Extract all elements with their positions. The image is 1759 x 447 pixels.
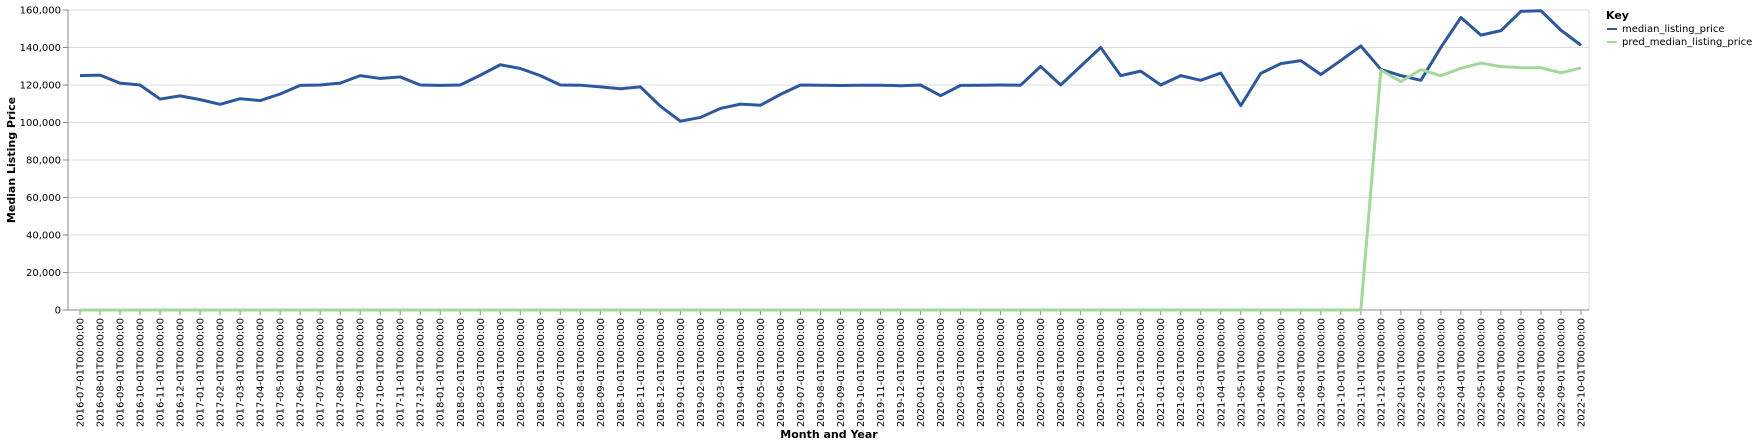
series-line-median_listing_price [79,9,1582,123]
x-tick-label: 2020-05-01T00:00:00 [996,318,1007,427]
x-axis-title: Month and Year [780,428,878,441]
x-tick-label: 2018-06-01T00:00:00 [536,318,547,427]
x-tick-label: 2017-08-01T00:00:00 [336,318,347,427]
y-tick-label: 120,000 [20,81,61,92]
x-tick-label: 2022-02-01T00:00:00 [1416,318,1427,427]
legend-title: Key [1606,9,1629,22]
x-tick-label: 2018-02-01T00:00:00 [456,318,467,427]
x-tick-label: 2020-06-01T00:00:00 [1016,318,1027,427]
x-tick-label: 2018-05-01T00:00:00 [516,318,527,427]
x-tick-label: 2019-10-01T00:00:00 [856,318,867,427]
x-tick-label: 2022-07-01T00:00:00 [1516,318,1527,427]
x-tick-label: 2019-08-01T00:00:00 [816,318,827,427]
x-tick-label: 2016-07-01T00:00:00 [76,318,87,427]
x-tick-label: 2021-11-01T00:00:00 [1356,318,1367,427]
x-tick-label: 2019-06-01T00:00:00 [776,318,787,427]
x-tick-label: 2021-10-01T00:00:00 [1336,318,1347,427]
x-tick-label: 2020-10-01T00:00:00 [1096,318,1107,427]
y-tick-label: 140,000 [20,43,61,54]
x-tick-label: 2021-06-01T00:00:00 [1256,318,1267,427]
x-tick-label: 2017-07-01T00:00:00 [316,318,327,427]
x-tick-label: 2021-09-01T00:00:00 [1316,318,1327,427]
x-tick-label: 2016-08-01T00:00:00 [96,318,107,427]
x-tick-label: 2021-04-01T00:00:00 [1216,318,1227,427]
gridlines [67,9,1590,311]
y-tick-label: 40,000 [26,231,61,242]
legend: Key median_listing_price pred_median_list… [1606,9,1752,48]
x-tick-label: 2021-12-01T00:00:00 [1376,318,1387,427]
x-tick-label: 2020-09-01T00:00:00 [1076,318,1087,427]
y-tick-label: 20,000 [26,268,61,279]
x-tick-label: 2021-01-01T00:00:00 [1156,318,1167,427]
x-tick-label: 2019-01-01T00:00:00 [676,318,687,427]
x-tick-label: 2016-10-01T00:00:00 [136,318,147,427]
x-tick-label: 2017-06-01T00:00:00 [296,318,307,427]
x-tick-label: 2020-02-01T00:00:00 [936,318,947,427]
x-tick-label: 2019-09-01T00:00:00 [836,318,847,427]
x-tick-label: 2020-04-01T00:00:00 [976,318,987,427]
x-tick-label: 2022-05-01T00:00:00 [1476,318,1487,427]
x-tick-label: 2018-04-01T00:00:00 [496,318,507,427]
x-tick-label: 2017-10-01T00:00:00 [376,318,387,427]
series-lines [79,9,1582,312]
x-tick-label: 2022-08-01T00:00:00 [1536,318,1547,427]
x-tick-label: 2017-02-01T00:00:00 [216,318,227,427]
x-tick-label: 2022-03-01T00:00:00 [1436,318,1447,427]
x-tick-label: 2021-02-01T00:00:00 [1176,318,1187,427]
series-line-pred_median_listing_price [80,61,1582,312]
x-tick-label: 2019-03-01T00:00:00 [716,318,727,427]
x-tick-label: 2019-05-01T00:00:00 [756,318,767,427]
x-tick-label: 2020-07-01T00:00:00 [1036,318,1047,427]
x-tick-label: 2017-05-01T00:00:00 [276,318,287,427]
x-tick-label: 2022-10-01T00:00:00 [1577,318,1588,427]
x-tick-label: 2021-05-01T00:00:00 [1236,318,1247,427]
x-tick-label: 2018-03-01T00:00:00 [476,318,487,427]
y-tick-label: 0 [55,306,61,317]
y-tick-label: 60,000 [26,193,61,204]
x-tick-label: 2018-12-01T00:00:00 [656,318,667,427]
x-tick-label: 2016-12-01T00:00:00 [176,318,187,427]
x-tick-label: 2020-11-01T00:00:00 [1116,318,1127,427]
x-tick-label: 2022-04-01T00:00:00 [1456,318,1467,427]
x-tick-label: 2022-06-01T00:00:00 [1496,318,1507,427]
x-tick-label: 2017-11-01T00:00:00 [396,318,407,427]
x-tick-label: 2019-12-01T00:00:00 [896,318,907,427]
x-tick-label: 2021-08-01T00:00:00 [1296,318,1307,427]
x-tick-label: 2019-04-01T00:00:00 [736,318,747,427]
x-tick-label: 2018-11-01T00:00:00 [636,318,647,427]
x-tick-label: 2022-01-01T00:00:00 [1396,318,1407,427]
x-tick-label: 2018-07-01T00:00:00 [556,318,567,427]
x-tick-label: 2017-03-01T00:00:00 [236,318,247,427]
x-tick-label: 2020-08-01T00:00:00 [1056,318,1067,427]
x-tick-label: 2018-09-01T00:00:00 [596,318,607,427]
x-tick-label: 2019-02-01T00:00:00 [696,318,707,427]
legend-label: median_listing_price [1622,24,1725,35]
x-tick-label: 2017-01-01T00:00:00 [196,318,207,427]
x-tick-label: 2022-09-01T00:00:00 [1556,318,1567,427]
x-tick-label: 2019-11-01T00:00:00 [876,318,887,427]
x-tick-label: 2020-03-01T00:00:00 [956,318,967,427]
x-tick-label: 2018-10-01T00:00:00 [616,318,627,427]
y-tick-label: 160,000 [20,6,61,17]
x-tick-label: 2016-09-01T00:00:00 [116,318,127,427]
legend-label: pred_median_listing_price [1622,37,1752,48]
y-axis: 0 20,000 40,000 60,000 80,000 100,000 120,000 1… [20,6,69,317]
x-tick-label: 2017-09-01T00:00:00 [356,318,367,427]
y-tick-label: 100,000 [20,118,61,129]
x-tick-label: 2021-07-01T00:00:00 [1276,318,1287,427]
x-axis: 2016-07-01T00:00:00 2016-08-01T00:00:00 20… [68,309,1589,427]
x-tick-label: 2020-12-01T00:00:00 [1136,318,1147,427]
x-tick-label: 2018-08-01T00:00:00 [576,318,587,427]
x-tick-label: 2019-07-01T00:00:00 [796,318,807,427]
y-axis-title: Median Listing Price [5,97,18,223]
x-tick-label: 2016-11-01T00:00:00 [156,318,167,427]
y-tick-label: 80,000 [26,156,61,167]
x-tick-label: 2017-04-01T00:00:00 [256,318,267,427]
x-tick-label: 2021-03-01T00:00:00 [1196,318,1207,427]
x-tick-label: 2017-12-01T00:00:00 [416,318,427,427]
x-tick-label: 2018-01-01T00:00:00 [436,318,447,427]
x-tick-label: 2020-01-01T00:00:00 [916,318,927,427]
